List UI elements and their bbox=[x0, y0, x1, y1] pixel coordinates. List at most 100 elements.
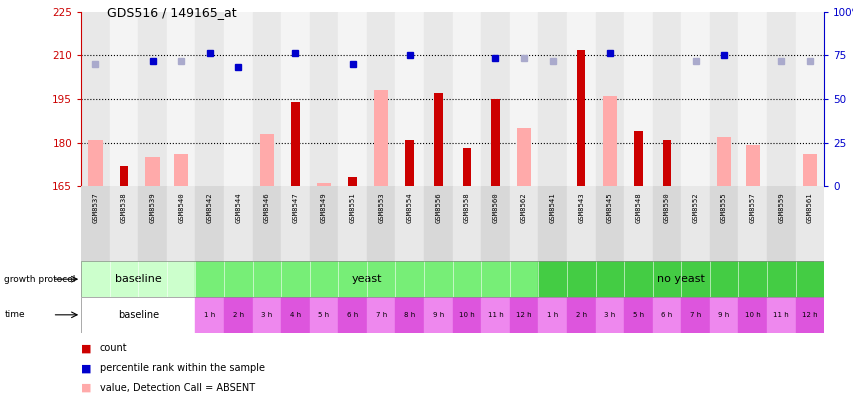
Bar bbox=[795, 12, 823, 186]
Text: GSM8552: GSM8552 bbox=[692, 192, 698, 223]
Text: GDS516 / 149165_at: GDS516 / 149165_at bbox=[107, 6, 236, 19]
Text: time: time bbox=[4, 310, 25, 319]
Bar bbox=[338, 186, 367, 261]
Bar bbox=[624, 297, 652, 333]
Bar bbox=[223, 186, 252, 261]
Bar bbox=[480, 186, 509, 261]
Bar bbox=[281, 186, 310, 261]
Bar bbox=[595, 186, 624, 261]
Bar bbox=[348, 177, 357, 186]
Text: 12 h: 12 h bbox=[801, 312, 816, 318]
Bar bbox=[717, 137, 730, 186]
Text: 5 h: 5 h bbox=[318, 312, 329, 318]
Bar bbox=[195, 297, 223, 333]
Bar bbox=[709, 12, 738, 186]
Bar bbox=[652, 186, 681, 261]
Text: GSM8543: GSM8543 bbox=[577, 192, 583, 223]
Bar bbox=[766, 186, 795, 261]
Bar bbox=[166, 186, 195, 261]
Bar bbox=[624, 186, 652, 261]
Bar bbox=[166, 12, 195, 186]
Text: 7 h: 7 h bbox=[375, 312, 386, 318]
Text: no yeast: no yeast bbox=[657, 274, 705, 284]
Text: value, Detection Call = ABSENT: value, Detection Call = ABSENT bbox=[100, 383, 255, 393]
Text: GSM8548: GSM8548 bbox=[635, 192, 641, 223]
Bar bbox=[195, 12, 223, 186]
Text: GSM8540: GSM8540 bbox=[178, 192, 184, 223]
Text: GSM8557: GSM8557 bbox=[749, 192, 755, 223]
Bar bbox=[119, 166, 128, 186]
Text: percentile rank within the sample: percentile rank within the sample bbox=[100, 363, 264, 373]
Text: GSM8549: GSM8549 bbox=[321, 192, 327, 223]
Text: GSM8538: GSM8538 bbox=[121, 192, 127, 223]
Bar bbox=[109, 186, 138, 261]
Text: GSM8562: GSM8562 bbox=[520, 192, 526, 223]
Bar bbox=[367, 186, 395, 261]
Bar bbox=[405, 140, 414, 186]
Bar bbox=[652, 12, 681, 186]
Bar bbox=[480, 12, 509, 186]
Bar bbox=[738, 12, 766, 186]
Text: GSM8558: GSM8558 bbox=[463, 192, 469, 223]
Bar bbox=[145, 157, 160, 186]
Bar bbox=[395, 186, 424, 261]
Bar bbox=[509, 297, 537, 333]
Text: GSM8542: GSM8542 bbox=[206, 192, 212, 223]
Text: 2 h: 2 h bbox=[233, 312, 244, 318]
Bar bbox=[681, 12, 709, 186]
Text: GSM8550: GSM8550 bbox=[663, 192, 669, 223]
Bar bbox=[252, 186, 281, 261]
Text: 7 h: 7 h bbox=[689, 312, 700, 318]
Bar bbox=[424, 186, 452, 261]
Bar bbox=[395, 297, 424, 333]
Text: 6 h: 6 h bbox=[660, 312, 672, 318]
Bar bbox=[633, 131, 642, 186]
Bar bbox=[310, 297, 338, 333]
Text: GSM8544: GSM8544 bbox=[235, 192, 241, 223]
Bar bbox=[223, 12, 252, 186]
Bar bbox=[452, 12, 480, 186]
Bar bbox=[195, 186, 223, 261]
Text: GSM8555: GSM8555 bbox=[720, 192, 726, 223]
Text: ■: ■ bbox=[81, 343, 91, 354]
Bar bbox=[281, 297, 310, 333]
Bar bbox=[195, 261, 537, 297]
Bar bbox=[310, 12, 338, 186]
Bar bbox=[738, 186, 766, 261]
Bar bbox=[316, 183, 331, 186]
Text: 6 h: 6 h bbox=[346, 312, 357, 318]
Text: 12 h: 12 h bbox=[516, 312, 531, 318]
Bar bbox=[802, 154, 816, 186]
Bar bbox=[223, 297, 252, 333]
Text: 1 h: 1 h bbox=[204, 312, 215, 318]
Text: baseline: baseline bbox=[115, 274, 161, 284]
Text: 8 h: 8 h bbox=[403, 312, 415, 318]
Bar bbox=[452, 186, 480, 261]
Bar bbox=[433, 93, 442, 186]
Bar bbox=[81, 12, 109, 186]
Text: GSM8545: GSM8545 bbox=[606, 192, 612, 223]
Text: GSM8541: GSM8541 bbox=[549, 192, 555, 223]
Bar bbox=[367, 297, 395, 333]
Bar bbox=[452, 297, 480, 333]
Bar bbox=[509, 186, 537, 261]
Bar bbox=[652, 297, 681, 333]
Text: GSM8546: GSM8546 bbox=[264, 192, 270, 223]
Text: 3 h: 3 h bbox=[261, 312, 272, 318]
Text: GSM8556: GSM8556 bbox=[435, 192, 441, 223]
Text: count: count bbox=[100, 343, 127, 354]
Text: 4 h: 4 h bbox=[289, 312, 300, 318]
Bar bbox=[509, 12, 537, 186]
Bar bbox=[537, 297, 566, 333]
Bar bbox=[624, 12, 652, 186]
Text: GSM8559: GSM8559 bbox=[777, 192, 783, 223]
Bar bbox=[537, 186, 566, 261]
Text: GSM8539: GSM8539 bbox=[149, 192, 155, 223]
Text: GSM8537: GSM8537 bbox=[92, 192, 98, 223]
Bar bbox=[109, 12, 138, 186]
Bar bbox=[291, 102, 299, 186]
Bar bbox=[577, 50, 585, 186]
Bar bbox=[681, 297, 709, 333]
Bar bbox=[424, 12, 452, 186]
Bar bbox=[566, 186, 595, 261]
